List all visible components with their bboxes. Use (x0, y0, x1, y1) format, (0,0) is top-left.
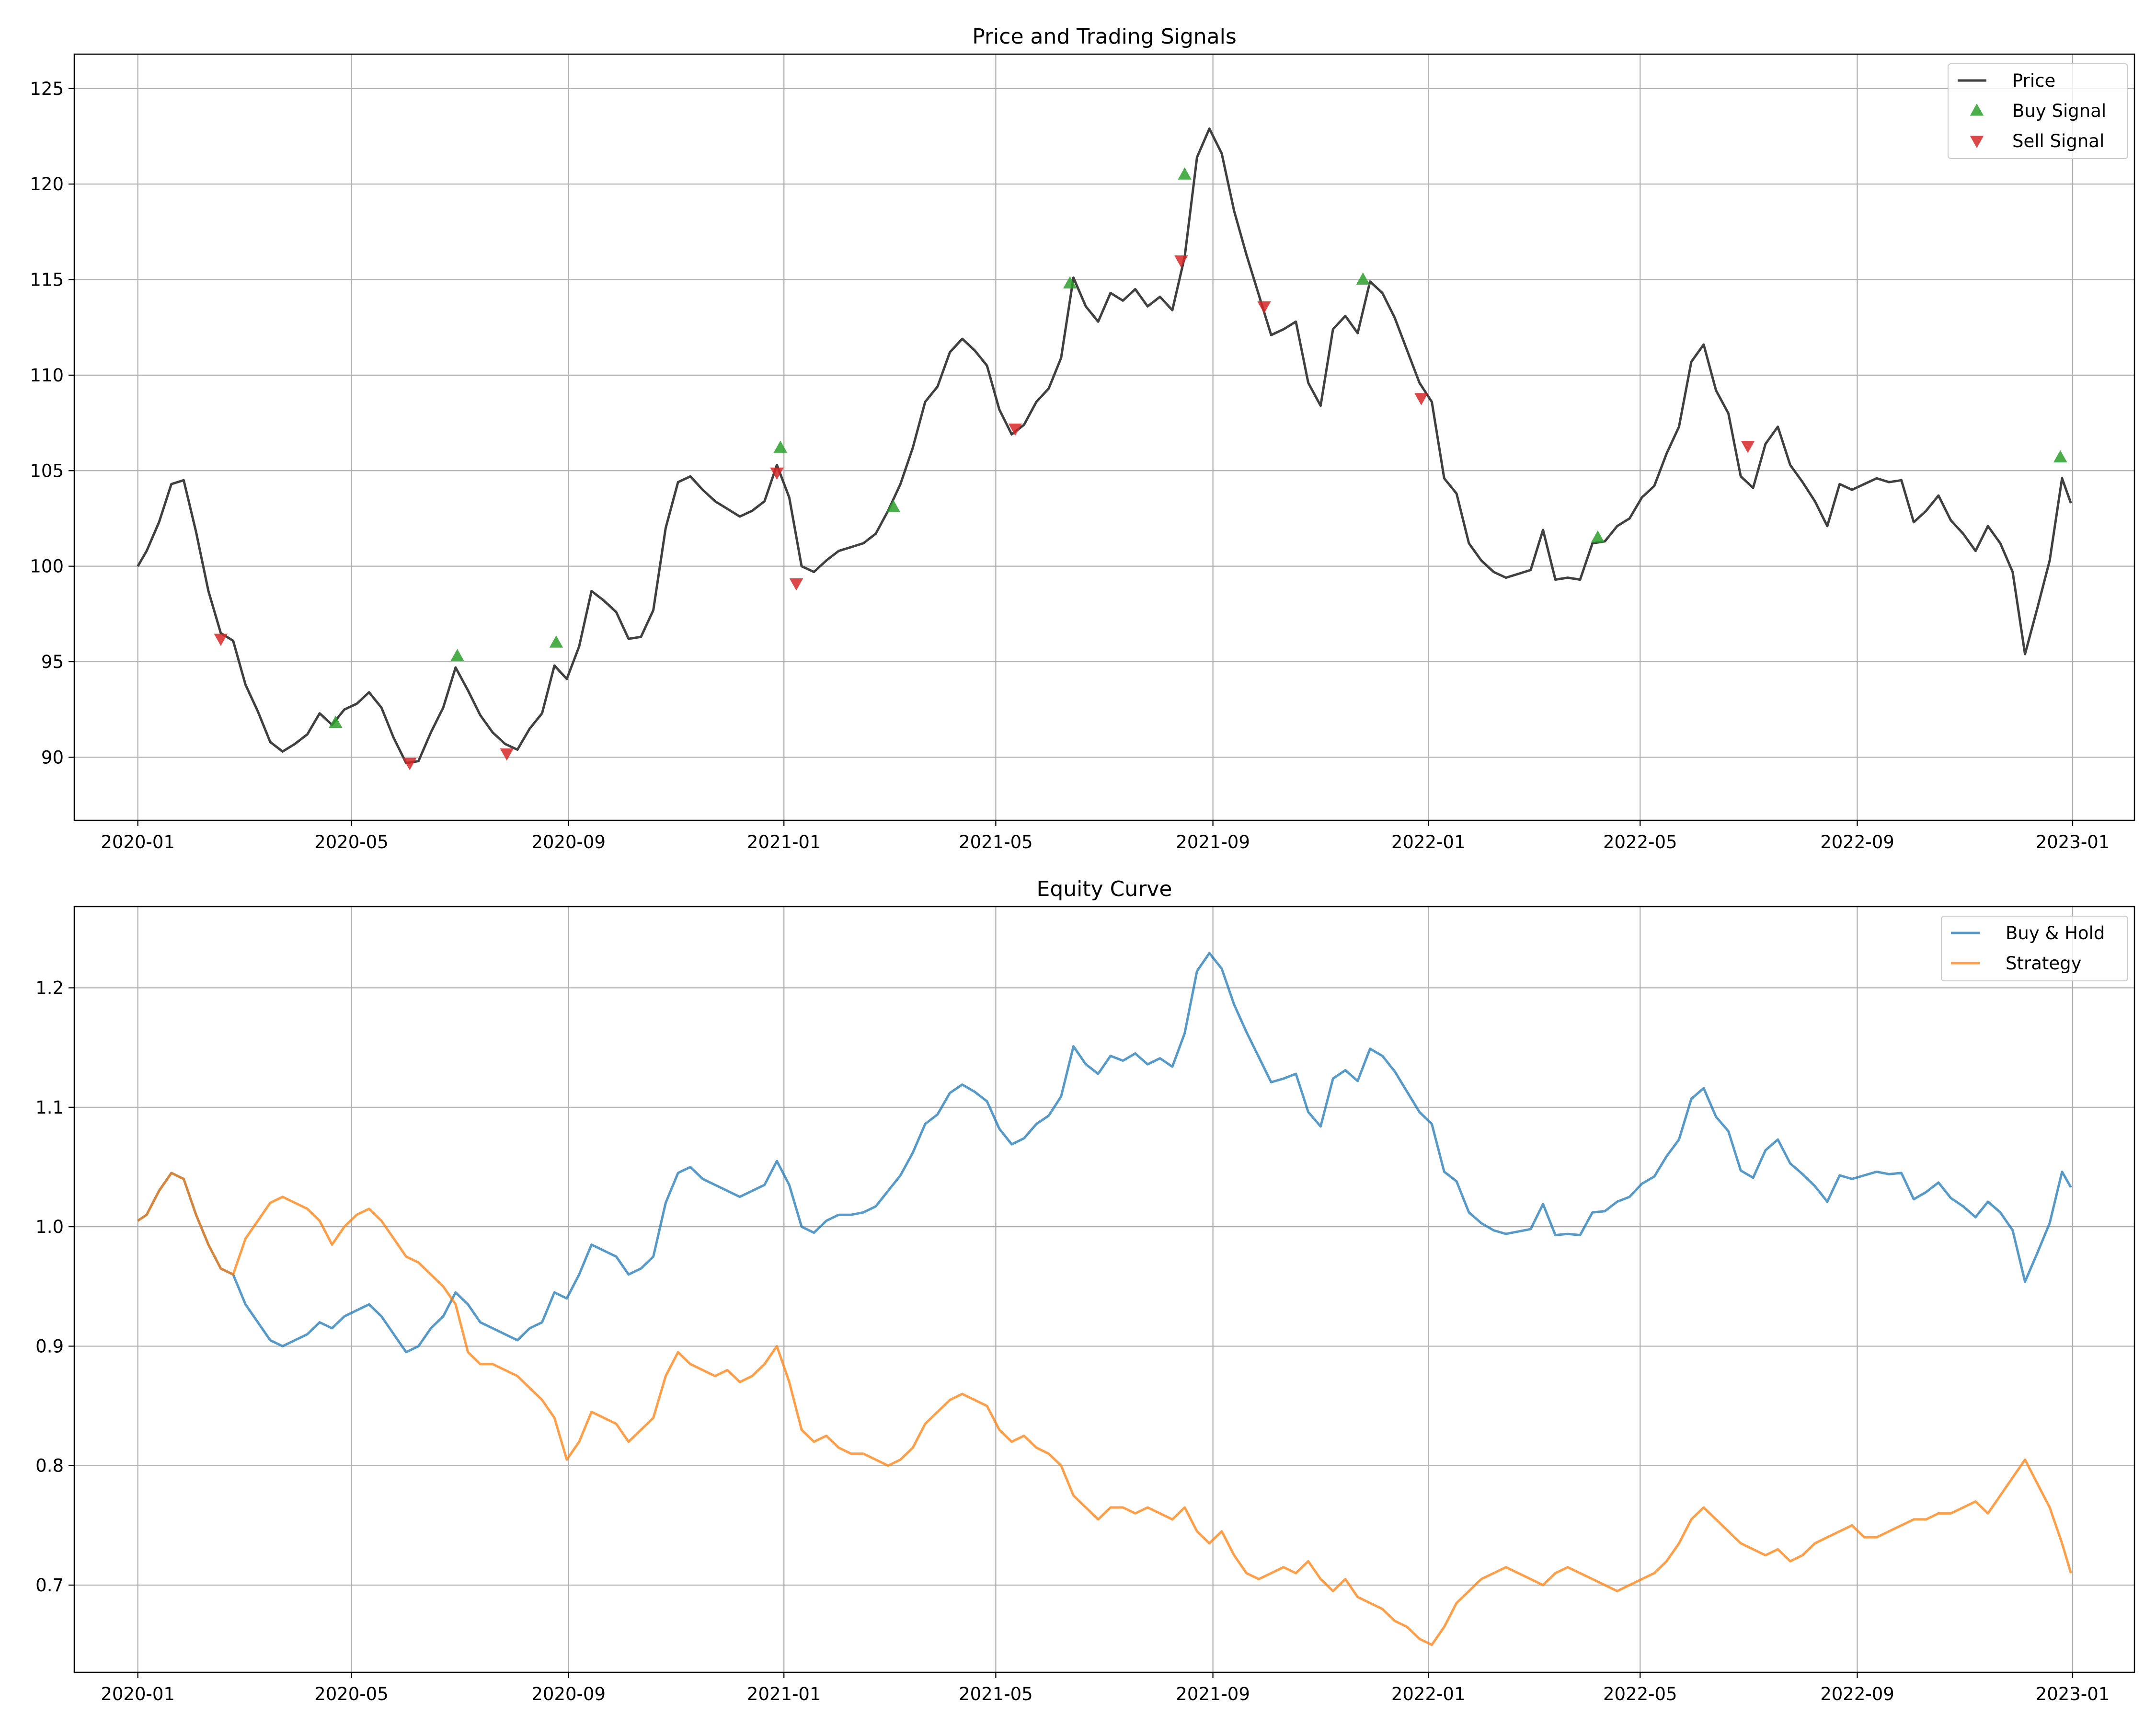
buy-signal-marker-1 (329, 715, 343, 728)
x-tick-label-2020-05: 2020-05 (314, 1684, 389, 1704)
sell-signal-marker-8 (1257, 301, 1271, 314)
x-tick-label-2022-09: 2022-09 (1820, 1684, 1894, 1704)
x-tick-label-2020-01: 2020-01 (101, 1684, 175, 1704)
legend-buy-signal-marker (1970, 104, 1984, 116)
price-grid (74, 54, 2134, 820)
legend-strategy-label: Strategy (2006, 953, 2082, 974)
legend-sell-signal-label: Sell Signal (2012, 131, 2104, 151)
buy-signal-marker-5 (886, 500, 900, 512)
x-tick-label-2022-05: 2022-05 (1603, 832, 1677, 852)
equity-chart-title: Equity Curve (1037, 877, 1172, 901)
x-tick-label-2023-01: 2023-01 (2036, 1684, 2110, 1704)
x-tick-label-2020-09: 2020-09 (531, 832, 606, 852)
x-tick-label-2020-01: 2020-01 (101, 832, 175, 852)
price-ticks: 2020-01 2020-05 2020-09 2021-01 2021-05 2021-… (30, 79, 2110, 852)
sell-signal-marker-2 (402, 758, 417, 770)
legend-buy-signal-label: Buy Signal (2012, 101, 2106, 121)
price-chart-title: Price and Trading Signals (972, 24, 1237, 49)
equity-ticks: 2020-01 2020-05 2020-09 2021-01 2021-05 2021-… (35, 978, 2110, 1704)
buy-signal-marker-7 (1178, 167, 1192, 180)
sell-signal-marker-7 (1174, 255, 1188, 268)
buy-signal-marker-10 (2053, 450, 2067, 462)
y-tick-label-1.2: 1.2 (35, 978, 64, 999)
x-tick-label-2022-01: 2022-01 (1391, 832, 1466, 852)
sell-signal-marker-3 (500, 748, 514, 761)
buy-signal-marker-2 (450, 649, 464, 661)
y-tick-label-115: 115 (30, 270, 64, 290)
y-tick-label-0.7: 0.7 (35, 1575, 64, 1596)
x-tick-label-2021-05: 2021-05 (959, 1684, 1033, 1704)
sell-signal-marker-4 (770, 467, 784, 480)
equity-grid (74, 907, 2134, 1672)
x-tick-label-2021-01: 2021-01 (747, 832, 821, 852)
y-tick-label-105: 105 (30, 460, 64, 481)
buy-signal-marker-8 (1356, 272, 1370, 285)
sell-signal-marker-9 (1414, 393, 1428, 405)
price-legend: Price Buy Signal Sell Signal (1948, 63, 2128, 159)
price-series-layer (137, 127, 2072, 770)
legend-buy-hold-label: Buy & Hold (2006, 923, 2105, 943)
x-tick-label-2021-05: 2021-05 (959, 832, 1033, 852)
sell-signal-marker-5 (789, 578, 803, 591)
x-tick-label-2021-09: 2021-09 (1176, 832, 1250, 852)
equity-legend-box (1941, 916, 2128, 981)
price-axes-frame (73, 53, 2135, 821)
x-tick-label-2023-01: 2023-01 (2036, 832, 2110, 852)
sell-signal-marker-6 (1008, 424, 1022, 436)
y-tick-label-0.8: 0.8 (35, 1456, 64, 1476)
price-signals-panel: Price and Trading Signals 2020-01 2020-05… (30, 24, 2135, 852)
buy-hold-line (137, 952, 2072, 1354)
buy-signal-marker-9 (1591, 530, 1605, 543)
equity-axes-frame (73, 906, 2135, 1673)
buy-signal-marker-4 (773, 440, 788, 453)
equity-legend: Buy & Hold Strategy (1941, 916, 2128, 981)
y-tick-label-0.9: 0.9 (35, 1336, 64, 1357)
strategy-line (137, 1172, 2072, 1646)
x-tick-label-2021-09: 2021-09 (1176, 1684, 1250, 1704)
y-tick-label-120: 120 (30, 174, 64, 195)
x-tick-label-2021-01: 2021-01 (747, 1684, 821, 1704)
equity-series-layer (137, 952, 2072, 1646)
y-tick-label-110: 110 (30, 365, 64, 386)
legend-sell-signal-marker (1970, 136, 1984, 148)
sell-signal-marker-10 (1741, 440, 1755, 453)
y-tick-label-90: 90 (41, 747, 64, 768)
buy-signal-marker-3 (549, 635, 563, 648)
buy-signal-marker-6 (1063, 276, 1077, 289)
x-tick-label-2020-09: 2020-09 (531, 1684, 606, 1704)
y-tick-label-100: 100 (30, 556, 64, 577)
equity-curve-panel: Equity Curve 2020-01 2020-05 2020-09 2021-0… (35, 877, 2135, 1704)
y-tick-label-1.0: 1.0 (35, 1217, 64, 1237)
x-tick-label-2022-09: 2022-09 (1820, 832, 1894, 852)
sell-signal-marker-1 (214, 633, 228, 646)
price-legend-box (1948, 63, 2128, 159)
x-tick-label-2020-05: 2020-05 (314, 832, 389, 852)
y-tick-label-95: 95 (41, 652, 64, 672)
x-tick-label-2022-01: 2022-01 (1391, 1684, 1466, 1704)
y-tick-label-125: 125 (30, 79, 64, 99)
x-tick-label-2022-05: 2022-05 (1603, 1684, 1677, 1704)
price-line (137, 127, 2072, 764)
y-tick-label-1.1: 1.1 (35, 1097, 64, 1118)
legend-price-label: Price (2012, 70, 2055, 91)
